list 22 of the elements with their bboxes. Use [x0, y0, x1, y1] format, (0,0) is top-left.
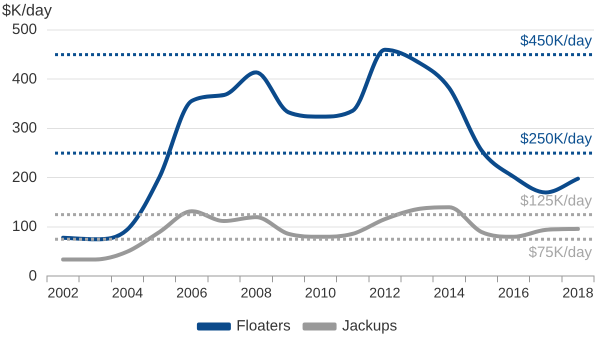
x-tick-label: 2016 — [498, 284, 530, 300]
ref-line-label: $75K/day — [528, 244, 592, 261]
y-tick-label: 300 — [12, 120, 38, 137]
ref-line-label: $450K/day — [520, 32, 592, 50]
ref-line-label: $125K/day — [520, 192, 592, 210]
x-tick-label: 2010 — [304, 284, 336, 300]
x-tick-label: 2018 — [562, 284, 594, 300]
ref-line-label: $250K/day — [520, 130, 592, 148]
y-tick-label: 200 — [12, 168, 38, 186]
legend-label: Jackups — [342, 318, 398, 335]
y-tick-label: 500 — [12, 21, 38, 38]
x-tick-label: 2006 — [176, 284, 208, 300]
x-tick-label: 2004 — [112, 284, 144, 300]
x-tick-label: 2014 — [434, 284, 465, 300]
legend-label: Floaters — [236, 318, 291, 335]
x-tick-label: 2008 — [240, 284, 272, 300]
x-tick-label: 2002 — [48, 284, 79, 300]
y-tick-label: 100 — [12, 218, 38, 236]
y-axis-title: $K/day — [2, 2, 52, 20]
x-tick-label: 2012 — [369, 284, 401, 300]
y-tick-label: 400 — [12, 70, 38, 88]
y-tick-label: 0 — [28, 267, 38, 284]
